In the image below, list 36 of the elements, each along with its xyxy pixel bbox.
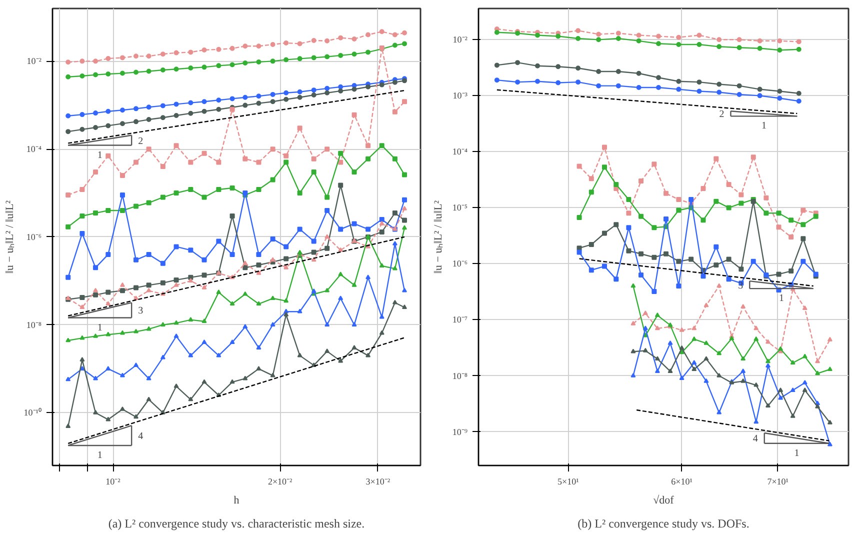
x-axis-title: √dof <box>653 494 674 506</box>
y-tick-label: 10⁻⁸ <box>452 370 468 381</box>
x-tick-label: 10⁻² <box>106 476 121 486</box>
annotation: 2 <box>719 109 724 120</box>
y-tick-label: 10⁻⁶ <box>452 258 468 269</box>
x-tick-label: 3×10⁻² <box>366 476 390 486</box>
y-tick-label: 10⁻⁴ <box>26 144 42 154</box>
y-axis-title: ‖u − uₕ‖L² / ‖u‖L² <box>4 200 16 274</box>
annotation: 3 <box>138 306 144 317</box>
annotation: 4 <box>138 431 144 442</box>
y-tick-label: 10⁻⁸ <box>26 320 42 330</box>
x-tick-label: 6×10¹ <box>671 476 693 486</box>
y-tick-label: 10⁻³ <box>452 90 468 101</box>
x-tick-label: 7×10¹ <box>767 476 789 486</box>
x-tick-label: 2×10⁻² <box>268 476 293 486</box>
x-axis-title: h <box>234 494 240 506</box>
y-tick-label: 10⁻⁷ <box>452 314 468 325</box>
annotation: 1 <box>97 150 102 161</box>
y-tick-label: 10⁻⁵ <box>452 202 468 213</box>
text: (a) L² convergence study vs. characteristic mesh size. <box>108 516 365 530</box>
annotation: 1 <box>778 293 784 304</box>
y-tick-label: 10⁻⁶ <box>26 232 42 242</box>
y-tick-label: 10⁻⁴ <box>452 146 468 157</box>
annotation: 2 <box>138 136 144 147</box>
annotation: 1 <box>97 322 102 334</box>
y-tick-label: 10⁻⁹ <box>452 426 468 437</box>
annotation: 4 <box>752 434 758 445</box>
y-tick-label: 10⁻² <box>452 34 468 45</box>
text: (b) L² convergence study vs. DOFs. <box>578 516 750 530</box>
x-tick-label: 5×10¹ <box>558 476 580 486</box>
y-axis-title: ‖u − uₕ‖L² / ‖u‖L² <box>432 200 444 274</box>
annotation: 1 <box>761 120 766 132</box>
annotation: 1 <box>794 448 800 459</box>
annotation: 1 <box>97 450 102 461</box>
y-tick-label: 10⁻² <box>26 56 42 66</box>
y-tick-label: 10⁻¹⁰ <box>24 408 42 418</box>
